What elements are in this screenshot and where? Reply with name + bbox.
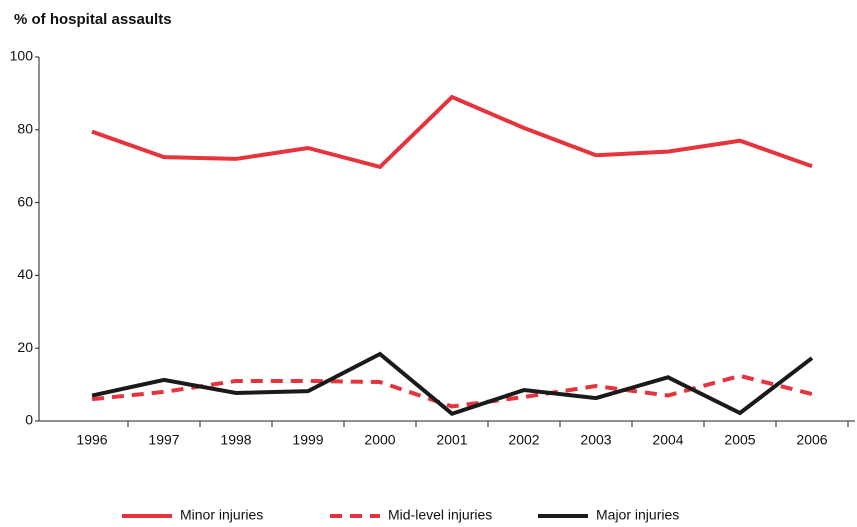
y-tick-label: 60 xyxy=(17,193,33,209)
chart-title: % of hospital assaults xyxy=(14,11,172,28)
x-tick-label: 1997 xyxy=(148,432,179,448)
x-tick-label: 1998 xyxy=(220,432,251,448)
y-tick-label: 100 xyxy=(10,48,34,64)
x-tick-label: 2001 xyxy=(436,432,467,448)
legend-label: Minor injuries xyxy=(180,507,263,523)
x-tick-label: 2006 xyxy=(796,432,827,448)
series-line xyxy=(91,94,813,170)
y-tick-label: 20 xyxy=(17,339,33,355)
legend-label: Major injuries xyxy=(596,507,679,523)
x-tick-label: 2003 xyxy=(580,432,611,448)
x-tick-label: 1999 xyxy=(292,432,323,448)
x-tick-label: 1996 xyxy=(76,432,107,448)
x-tick-label: 2002 xyxy=(508,432,539,448)
y-tick-label: 40 xyxy=(17,266,33,282)
y-tick-label: 0 xyxy=(25,412,33,428)
y-tick-label: 80 xyxy=(17,121,33,137)
x-tick-label: 2005 xyxy=(724,432,755,448)
series-line xyxy=(91,373,813,409)
x-tick-label: 2000 xyxy=(364,432,395,448)
legend-label: Mid-level injuries xyxy=(388,507,492,523)
series-line xyxy=(91,351,814,416)
x-tick-label: 2004 xyxy=(652,432,683,448)
